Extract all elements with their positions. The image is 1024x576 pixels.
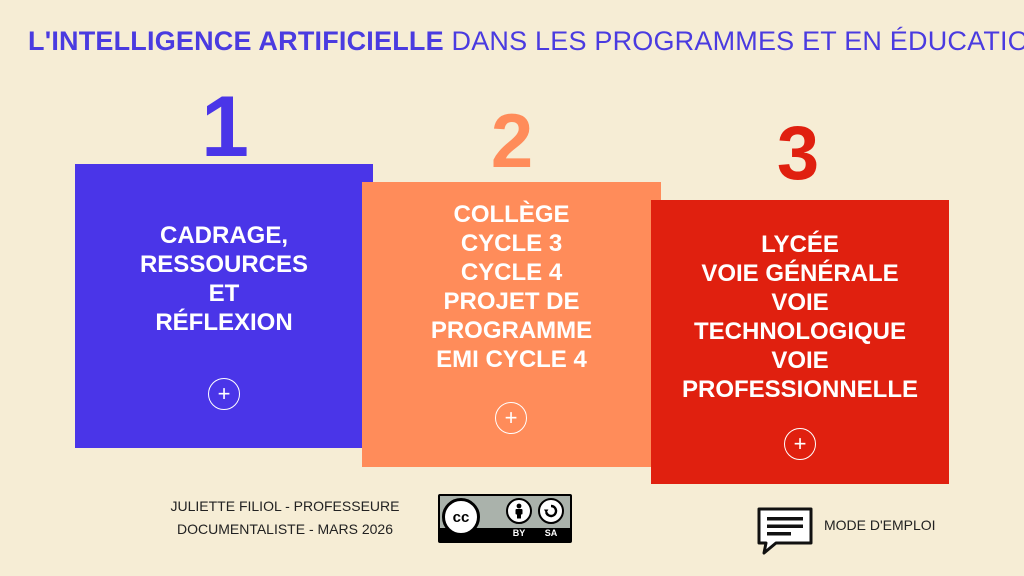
card-text: COLLÈGE CYCLE 3 CYCLE 4 PROJET DE PROGRA…	[430, 201, 593, 373]
manual-link[interactable]: MODE D'EMPLOI	[824, 517, 936, 533]
step-number-2: 2	[490, 99, 534, 184]
by-label: BY	[512, 528, 526, 538]
attribution-icon	[506, 498, 532, 524]
page-title: L'INTELLIGENCE ARTIFICIELLE DANS LES PRO…	[28, 26, 1024, 57]
page-title-rest: DANS LES PROGRAMMES ET EN ÉDUCATION	[451, 26, 1024, 56]
plus-circle-icon[interactable]: +	[208, 378, 240, 410]
step-number-1: 1	[201, 79, 249, 175]
card-lycee[interactable]: LYCÉE VOIE GÉNÉRALE VOIE TECHNOLOGIQUE V…	[651, 200, 949, 484]
page-title-bold: L'INTELLIGENCE ARTIFICIELLE	[28, 26, 444, 56]
cc-license-badge[interactable]: cc BY SA	[438, 494, 572, 543]
share-alike-icon	[538, 498, 564, 524]
card-text: CADRAGE, RESSOURCES ET RÉFLEXION	[139, 222, 309, 336]
step-number-3: 3	[776, 111, 820, 196]
sa-label: SA	[544, 528, 558, 538]
plus-circle-icon[interactable]: +	[495, 402, 527, 434]
plus-circle-icon[interactable]: +	[784, 428, 816, 460]
card-college[interactable]: COLLÈGE CYCLE 3 CYCLE 4 PROJET DE PROGRA…	[362, 182, 661, 467]
cc-icon: cc	[442, 498, 480, 536]
author-credit: JULIETTE FILIOL - PROFESSEURE DOCUMENTAL…	[170, 498, 400, 537]
card-text: LYCÉE VOIE GÉNÉRALE VOIE TECHNOLOGIQUE V…	[681, 231, 919, 403]
card-cadrage[interactable]: CADRAGE, RESSOURCES ET RÉFLEXION +	[75, 164, 373, 448]
speech-bubble-icon[interactable]	[756, 506, 814, 561]
